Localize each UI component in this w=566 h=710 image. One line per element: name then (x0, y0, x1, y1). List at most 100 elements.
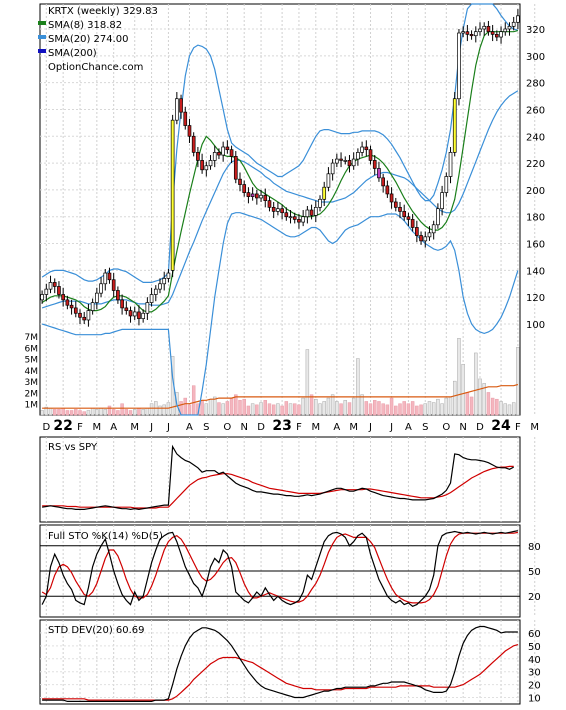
x-axis-month-label: 24 (491, 418, 511, 434)
candle-body (132, 311, 137, 317)
volume-bar (309, 394, 314, 416)
volume-bar (297, 404, 301, 416)
volume-bar (419, 404, 423, 416)
candle-body (284, 212, 289, 218)
candle-body (200, 160, 204, 171)
volume-bar (431, 402, 436, 416)
volume-bar (478, 378, 482, 416)
legend-label: SMA(20) 274.00 (48, 34, 129, 45)
volume-bar (120, 403, 124, 416)
x-axis-month-label: J (389, 422, 393, 433)
candle-body (385, 185, 390, 195)
volume-bar (145, 407, 150, 416)
volume-bar (511, 402, 516, 416)
stochastic-panel-title: Full STO %K(14) %D(5) (48, 531, 163, 542)
candle-body (255, 193, 259, 199)
volume-bar (65, 410, 70, 416)
candle-body (377, 168, 381, 179)
x-axis-month-label: F (296, 422, 302, 433)
candle-body (368, 149, 373, 161)
candle-body (107, 272, 112, 281)
volume-bar (280, 405, 284, 416)
volume-bar (385, 404, 390, 416)
volume-bar (406, 403, 411, 416)
candle-body (372, 160, 377, 169)
volume-bar (82, 411, 86, 416)
candle-body (297, 219, 301, 223)
volume-bar (314, 398, 318, 416)
sma8-line (41, 30, 519, 313)
volume-bar (187, 404, 192, 416)
stddev-line (42, 625, 518, 703)
candle-body (440, 192, 444, 210)
x-axis-month-label: F (515, 422, 521, 433)
x-axis-month-label: J (368, 422, 372, 433)
candle-body (44, 288, 49, 295)
candle-body (166, 272, 171, 279)
volume-tick-label: 2M (25, 389, 39, 399)
candle-body (461, 31, 465, 34)
candle-body (158, 283, 162, 290)
volume-bar (213, 396, 217, 416)
candle-body (90, 302, 95, 311)
candle-body (204, 165, 209, 171)
volume-bar (448, 396, 453, 416)
x-axis-month-label: N (459, 422, 466, 433)
candle-body (511, 21, 516, 27)
candle-body (246, 192, 251, 197)
x-axis-month-label: J (166, 422, 170, 433)
volume-bar (301, 397, 305, 416)
volume-bar (204, 403, 209, 416)
candle-body (99, 283, 103, 294)
volume-bar (99, 407, 103, 416)
volume-bar (217, 402, 221, 416)
volume-bar (137, 407, 141, 416)
x-axis-month-label: M (130, 422, 139, 433)
legend-label: SMA(200) (48, 48, 97, 59)
candle-body (82, 316, 87, 321)
volume-bar (183, 397, 187, 416)
candle-body (137, 311, 141, 319)
candle-body (212, 152, 217, 161)
candle-body (267, 200, 272, 208)
volume-bar (128, 410, 133, 416)
x-axis-month-label: S (422, 422, 428, 433)
volume-bar (368, 403, 373, 416)
candle-body (86, 310, 91, 321)
stddev-tick-label: 50 (528, 642, 541, 653)
candle-body (263, 194, 268, 201)
candle-body (48, 282, 53, 290)
volume-bar (246, 405, 251, 416)
rs-panel-frame (39, 436, 521, 523)
volume-bar (373, 400, 377, 416)
volume-bar (90, 407, 95, 416)
volume-bar (78, 410, 82, 416)
candle-body (221, 146, 225, 156)
candle-body (495, 34, 499, 38)
candle-body (116, 290, 120, 301)
volume-bar (482, 383, 486, 416)
candle-body (276, 208, 280, 212)
x-axis-month-label: 22 (53, 418, 72, 434)
volume-bar (95, 409, 99, 416)
price-tick-label: 260 (526, 105, 545, 116)
stddev-panel-frame (39, 619, 521, 705)
volume-bar (255, 404, 259, 416)
stddev-tick-label: 40 (528, 655, 541, 666)
candle-body (318, 198, 322, 208)
x-axis-month-label: A (186, 422, 193, 433)
legend-swatch (38, 35, 46, 39)
volume-bar (276, 403, 280, 416)
price-tick-label: 140 (526, 266, 545, 277)
candle-body (233, 156, 238, 180)
candle-body (229, 149, 234, 157)
candle-body (503, 28, 508, 33)
x-axis-month-label: M (349, 422, 358, 433)
candle-body (162, 278, 167, 285)
bollinger-upper-line (41, 3, 519, 283)
stochastic-tick-label: 50 (528, 567, 541, 578)
candle-body (402, 211, 407, 218)
candle-body (313, 206, 318, 216)
price-tick-label: 320 (526, 25, 545, 36)
candle-body (225, 146, 230, 151)
